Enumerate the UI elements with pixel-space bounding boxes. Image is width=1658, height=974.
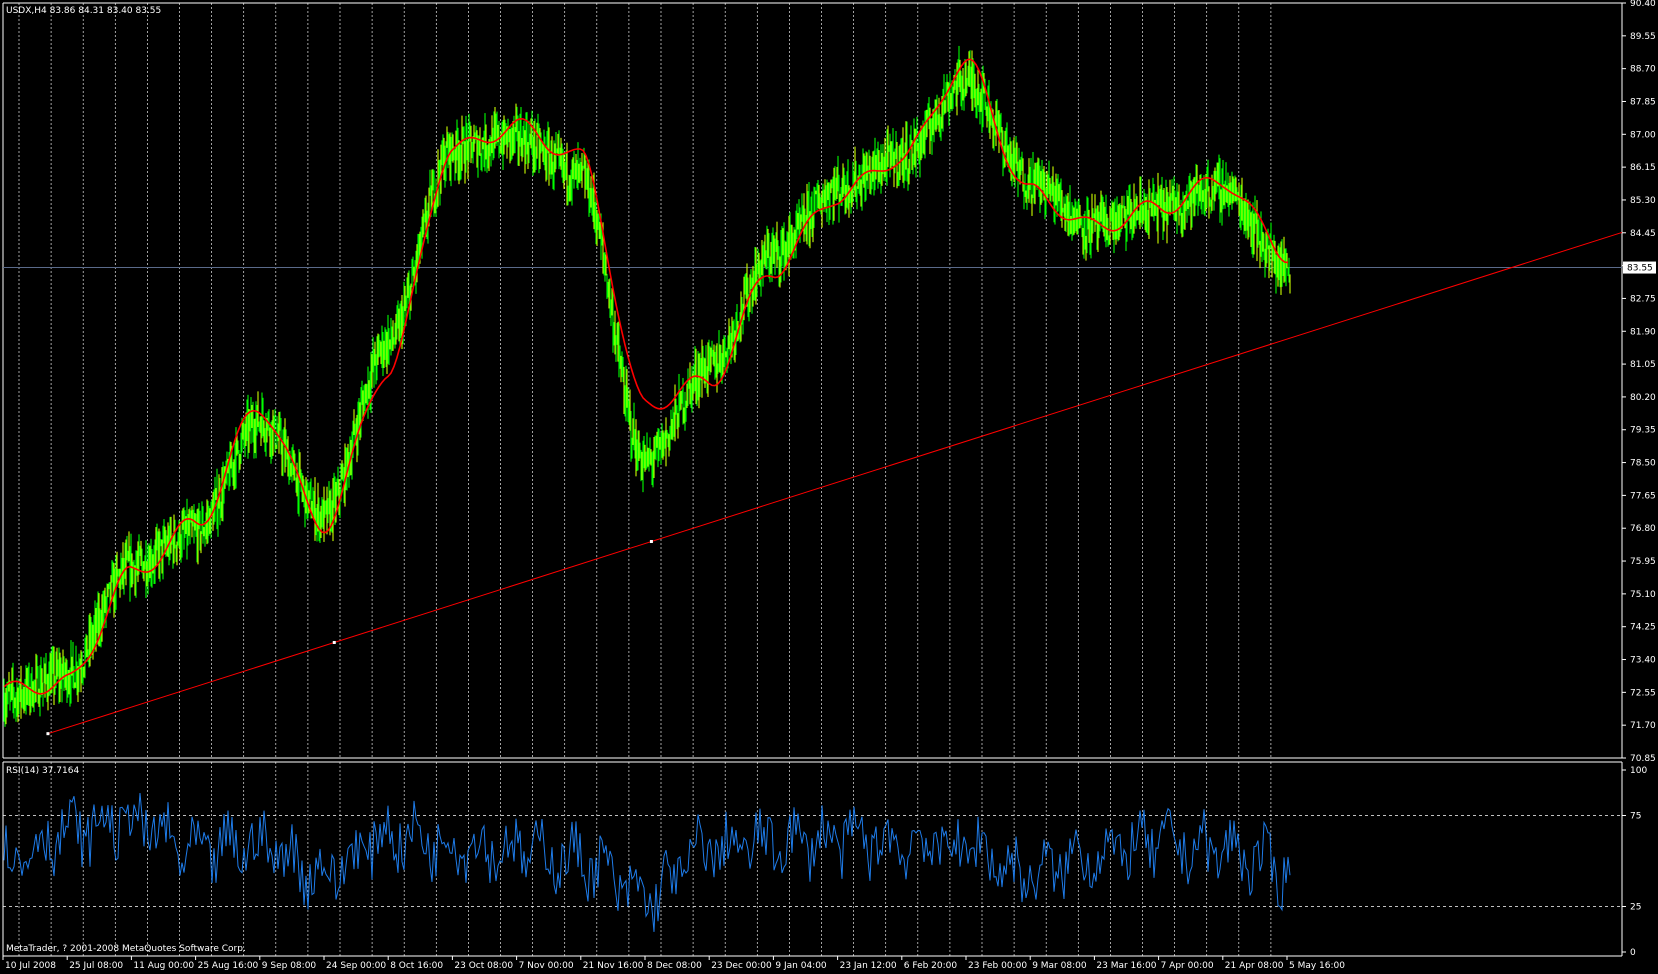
time-tick-label: 24 Sep 00:00: [326, 961, 386, 971]
time-tick-label: 5 May 16:00: [1289, 961, 1345, 971]
price-tick-label: 77.65: [1630, 491, 1656, 501]
time-tick-label: 23 Jan 12:00: [840, 961, 897, 971]
trendline-anchor-point[interactable]: [649, 539, 653, 543]
price-tick-label: 78.50: [1630, 459, 1656, 469]
time-tick-label: 8 Oct 16:00: [390, 961, 443, 971]
price-tick-label: 82.75: [1630, 294, 1656, 304]
price-tick-label: 86.15: [1630, 163, 1656, 173]
rsi-tick-label: 0: [1630, 948, 1636, 958]
price-tick-label: 72.55: [1630, 688, 1656, 698]
rsi-line: [3, 792, 1291, 932]
time-tick-label: 10 Jul 2008: [5, 961, 56, 971]
time-tick-label: 21 Nov 16:00: [583, 961, 644, 971]
price-tick-label: 80.20: [1630, 393, 1656, 403]
time-tick-label: 9 Sep 08:00: [262, 961, 317, 971]
time-tick-label: 23 Feb 00:00: [968, 961, 1027, 971]
price-tick-label: 74.25: [1630, 623, 1656, 633]
price-tick-label: 87.85: [1630, 97, 1656, 107]
price-panel[interactable]: 90.40 89.55 88.70 87.85 87.00 86.15 85.30 84.45…: [2, 0, 1656, 764]
rsi-tick-label: 25: [1630, 903, 1641, 913]
time-axis: 10 Jul 2008 25 Jul 08:00 11 Aug 00:00 25 Au…: [2, 956, 1345, 971]
time-tick-label: 23 Mar 16:00: [1096, 961, 1156, 971]
price-tick-label: 70.85: [1630, 754, 1656, 764]
time-tick-label: 7 Apr 00:00: [1161, 961, 1214, 971]
time-tick-label: 11 Aug 00:00: [133, 961, 194, 971]
time-grid: [18, 3, 1272, 956]
price-tick-label: 88.70: [1630, 65, 1656, 75]
time-tick-label: 23 Oct 08:00: [454, 961, 513, 971]
price-tick-label: 87.00: [1630, 130, 1656, 140]
moving-average-line: [3, 58, 1289, 695]
time-tick-label: 25 Jul 08:00: [69, 961, 123, 971]
time-tick-label: 9 Mar 08:00: [1032, 961, 1087, 971]
trendline-anchor-point[interactable]: [46, 732, 50, 736]
time-tick-label: 9 Jan 04:00: [775, 961, 827, 971]
current-price-badge: [1623, 261, 1656, 274]
time-tick-label: 6 Feb 20:00: [904, 961, 958, 971]
price-tick-label: 79.35: [1630, 426, 1656, 436]
time-tick-label: 8 Dec 08:00: [647, 961, 702, 971]
price-tick-label: 85.30: [1630, 196, 1656, 206]
price-tick-label: 90.40: [1630, 0, 1656, 9]
time-tick-label: 23 Dec 00:00: [711, 961, 772, 971]
symbol-info: USDX,H4 83.86 84.31 83.40 83.55: [6, 6, 161, 16]
rsi-label: RSI(14) 37.7164: [6, 766, 79, 776]
price-tick-label: 81.05: [1630, 360, 1656, 370]
copyright-text: MetaTrader, ? 2001-2008 MetaQuotes Softw…: [6, 944, 246, 954]
rsi-levels: 100 75 25 0: [3, 766, 1647, 958]
time-tick-label: 7 Nov 00:00: [519, 961, 574, 971]
time-tick-label: 21 Apr 08:00: [1225, 961, 1284, 971]
price-tick-label: 84.45: [1630, 229, 1656, 239]
trendline-anchor-point[interactable]: [332, 640, 336, 644]
price-tick-label: 71.70: [1630, 721, 1656, 731]
rsi-tick-label: 100: [1630, 766, 1647, 776]
trendline-anchors[interactable]: [46, 539, 653, 736]
time-tick-label: 25 Aug 16:00: [198, 961, 259, 971]
price-tick-label: 75.95: [1630, 557, 1656, 567]
price-axis: 90.40 89.55 88.70 87.85 87.00 86.15 85.30 84.45…: [1622, 0, 1656, 764]
price-tick-label: 89.55: [1630, 32, 1656, 42]
price-bars: [3, 45, 1291, 727]
price-tick-label: 75.10: [1630, 590, 1656, 600]
trendline[interactable]: [47, 231, 1623, 735]
price-tick-label: 81.90: [1630, 327, 1656, 337]
price-tick-label: 76.80: [1630, 524, 1656, 534]
rsi-panel[interactable]: 100 75 25 0 RSI(14) 37.7164 MetaTrader, ? 2…: [2, 761, 1647, 958]
rsi-tick-label: 75: [1630, 812, 1641, 822]
current-price-label: 83.55: [1627, 264, 1653, 274]
price-tick-label: 73.40: [1630, 656, 1656, 666]
